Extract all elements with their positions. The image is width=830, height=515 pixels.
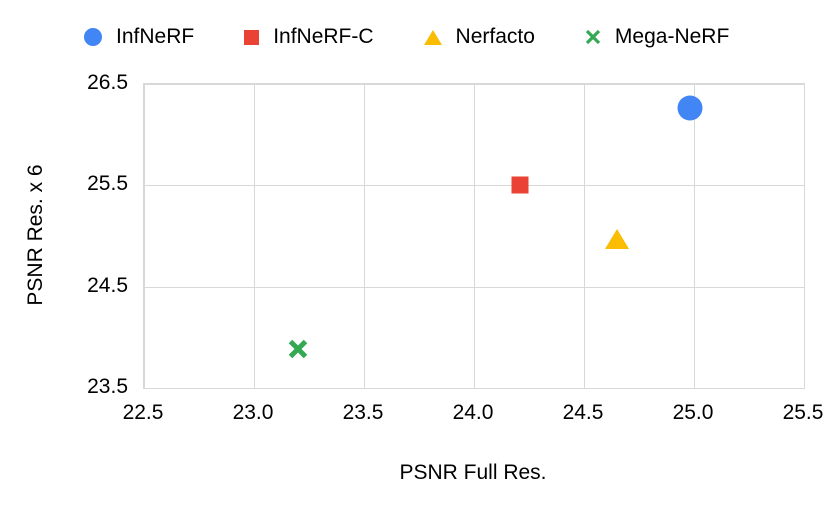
square-marker-icon: [244, 29, 260, 45]
plot-area: [143, 83, 805, 389]
legend: InfNeRF InfNeRF-C Nerfacto Mega-NeRF: [84, 23, 729, 51]
h-gridline: [144, 286, 804, 288]
legend-item-infnerf: InfNeRF: [84, 23, 194, 51]
legend-item-nerfacto: Nerfacto: [423, 23, 535, 51]
legend-item-infnerf-c: InfNeRF-C: [244, 23, 374, 51]
data-point-infnerf-c: [511, 176, 529, 194]
x-tick-label: 23.5: [342, 401, 384, 424]
v-gridline: [474, 84, 475, 388]
x-tick-label: 22.5: [122, 401, 164, 424]
y-axis-title: PSNR Res. x 6: [24, 164, 47, 306]
circle-marker-icon: [84, 28, 102, 46]
x-tick-label: 24.5: [562, 401, 604, 424]
v-gridline: [364, 84, 365, 388]
x-tick-label: 25.5: [782, 401, 824, 424]
y-tick-label: 23.5: [87, 375, 128, 398]
v-gridline: [804, 84, 805, 388]
legend-label: InfNeRF-C: [273, 25, 374, 48]
x-axis-title: PSNR Full Res.: [399, 461, 547, 484]
x-tick-label: 23.0: [232, 401, 274, 424]
y-tick-label: 26.5: [87, 71, 128, 94]
legend-item-mega-nerf: Mega-NeRF: [585, 23, 729, 51]
legend-label: InfNeRF: [116, 25, 195, 48]
data-point-nerfacto: [605, 229, 629, 250]
y-tick-label: 24.5: [87, 273, 128, 297]
x-tick-label: 24.0: [452, 401, 494, 424]
v-gridline: [144, 84, 145, 388]
triangle-marker-icon: [423, 29, 442, 45]
h-gridline: [144, 388, 804, 389]
legend-label: Mega-NeRF: [614, 25, 730, 48]
legend-label: Nerfacto: [455, 25, 535, 48]
y-tick-label: 25.5: [87, 172, 128, 196]
square-marker-icon: [244, 29, 260, 45]
data-point-infnerf: [677, 95, 703, 121]
x-tick-label: 25.0: [672, 401, 714, 424]
data-point-mega-nerf: [288, 340, 308, 359]
triangle-marker-icon: [423, 29, 442, 45]
h-gridline: [144, 84, 804, 85]
v-gridline: [694, 84, 695, 388]
x-marker-icon: [585, 29, 601, 45]
x-marker-icon: [585, 29, 601, 45]
v-gridline: [254, 84, 255, 388]
circle-marker-icon: [84, 28, 102, 46]
h-gridline: [144, 185, 804, 187]
v-gridline: [584, 84, 585, 388]
